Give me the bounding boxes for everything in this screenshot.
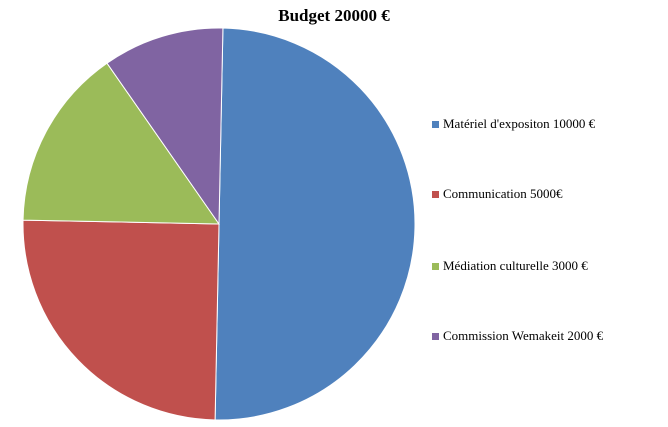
legend-item-1: Matériel d'expositon 10000 € xyxy=(432,116,595,132)
legend-swatch-3 xyxy=(432,262,439,270)
legend-label-3: Médiation culturelle 3000 € xyxy=(443,258,588,273)
chart-title: Budget 20000 € xyxy=(278,6,390,25)
pie-slice-4 xyxy=(106,27,224,226)
pie-slice-3 xyxy=(22,62,220,225)
legend-swatch-4 xyxy=(432,332,439,340)
pie-slice-2 xyxy=(22,219,220,421)
legend-item-2: Communication 5000€ xyxy=(432,186,563,202)
legend-item-3: Médiation culturelle 3000 € xyxy=(432,258,588,274)
legend-label-2: Communication 5000€ xyxy=(443,186,563,201)
legend-swatch-2 xyxy=(432,190,439,198)
legend-swatch-1 xyxy=(432,120,439,128)
pie-slice-1 xyxy=(214,27,416,421)
legend-item-4: Commission Wemakeit 2000 € xyxy=(432,328,603,344)
legend: Matériel d'expositon 10000 € Communicatio… xyxy=(432,0,668,427)
legend-label-1: Matériel d'expositon 10000 € xyxy=(443,116,596,131)
legend-label-4: Commission Wemakeit 2000 € xyxy=(443,328,604,343)
